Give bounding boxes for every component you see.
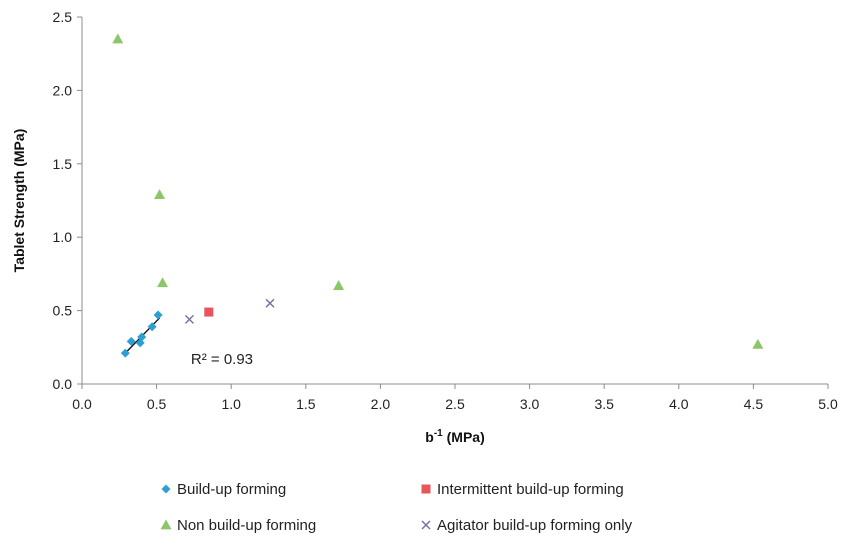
x-tick-label: 5.0 (818, 396, 838, 412)
data-point (112, 33, 124, 44)
data-point (333, 280, 345, 291)
x-tick-labels: 0.0 0.5 1.0 1.5 2.0 2.5 3.0 3.5 4.0 4.5 5.0 (72, 384, 838, 412)
x-axis-title: b-1 (MPa) (425, 428, 484, 445)
series-2 (204, 307, 214, 317)
legend-label: Agitator build-up forming only (437, 517, 633, 534)
x-tick-label: 4.5 (744, 396, 764, 412)
data-point (154, 189, 166, 200)
legend-item: Intermittent build-up forming (421, 481, 624, 498)
legend-label: Intermittent build-up forming (437, 481, 624, 498)
legend: Build-up forming Intermittent build-up fo… (160, 481, 633, 534)
legend-marker (160, 519, 172, 530)
data-point (147, 322, 157, 332)
data-point (752, 338, 764, 349)
y-tick-label: 0.5 (53, 303, 73, 319)
data-point (265, 298, 275, 308)
data-point (157, 277, 169, 288)
data-points (112, 33, 764, 358)
y-tick-label: 1.5 (53, 156, 73, 172)
y-tick-labels: 0.0 0.5 1.0 1.5 2.0 2.5 (53, 9, 82, 392)
y-axis-title: Tablet Strength (MPa) (11, 129, 27, 273)
data-point (153, 310, 163, 320)
legend-marker (161, 484, 171, 494)
legend-item: Build-up forming (161, 481, 286, 498)
r-squared-annotation: R² = 0.93 (191, 351, 253, 368)
legend-item: Agitator build-up forming only (421, 517, 633, 534)
series-4 (184, 298, 275, 324)
x-tick-label: 2.0 (371, 396, 391, 412)
x-axis-title-main: b (425, 429, 434, 445)
x-tick-label: 1.0 (221, 396, 241, 412)
x-tick-label: 4.0 (669, 396, 689, 412)
x-axis-title-superscript: -1 (434, 428, 443, 439)
legend-marker (421, 520, 431, 530)
legend-marker (421, 484, 431, 494)
y-tick-label: 1.0 (53, 229, 73, 245)
x-tick-label: 2.5 (445, 396, 465, 412)
y-tick-label: 2.0 (53, 82, 73, 98)
data-point (204, 307, 214, 317)
x-tick-label: 0.0 (72, 396, 92, 412)
y-tick-label: 2.5 (53, 9, 73, 25)
x-tick-label: 3.5 (594, 396, 614, 412)
series-3 (112, 33, 764, 349)
data-point (137, 332, 147, 342)
legend-label: Build-up forming (177, 481, 286, 498)
x-axis-title-unit: (MPa) (443, 429, 485, 445)
x-tick-label: 1.5 (296, 396, 316, 412)
data-point (184, 314, 194, 324)
legend-label: Non build-up forming (177, 517, 316, 534)
x-tick-label: 0.5 (147, 396, 167, 412)
x-tick-label: 3.0 (520, 396, 540, 412)
legend-item: Non build-up forming (160, 517, 316, 534)
series-1 (120, 310, 163, 358)
data-point (126, 336, 136, 346)
y-tick-label: 0.0 (53, 376, 73, 392)
data-point (120, 348, 130, 358)
axes (81, 17, 828, 385)
